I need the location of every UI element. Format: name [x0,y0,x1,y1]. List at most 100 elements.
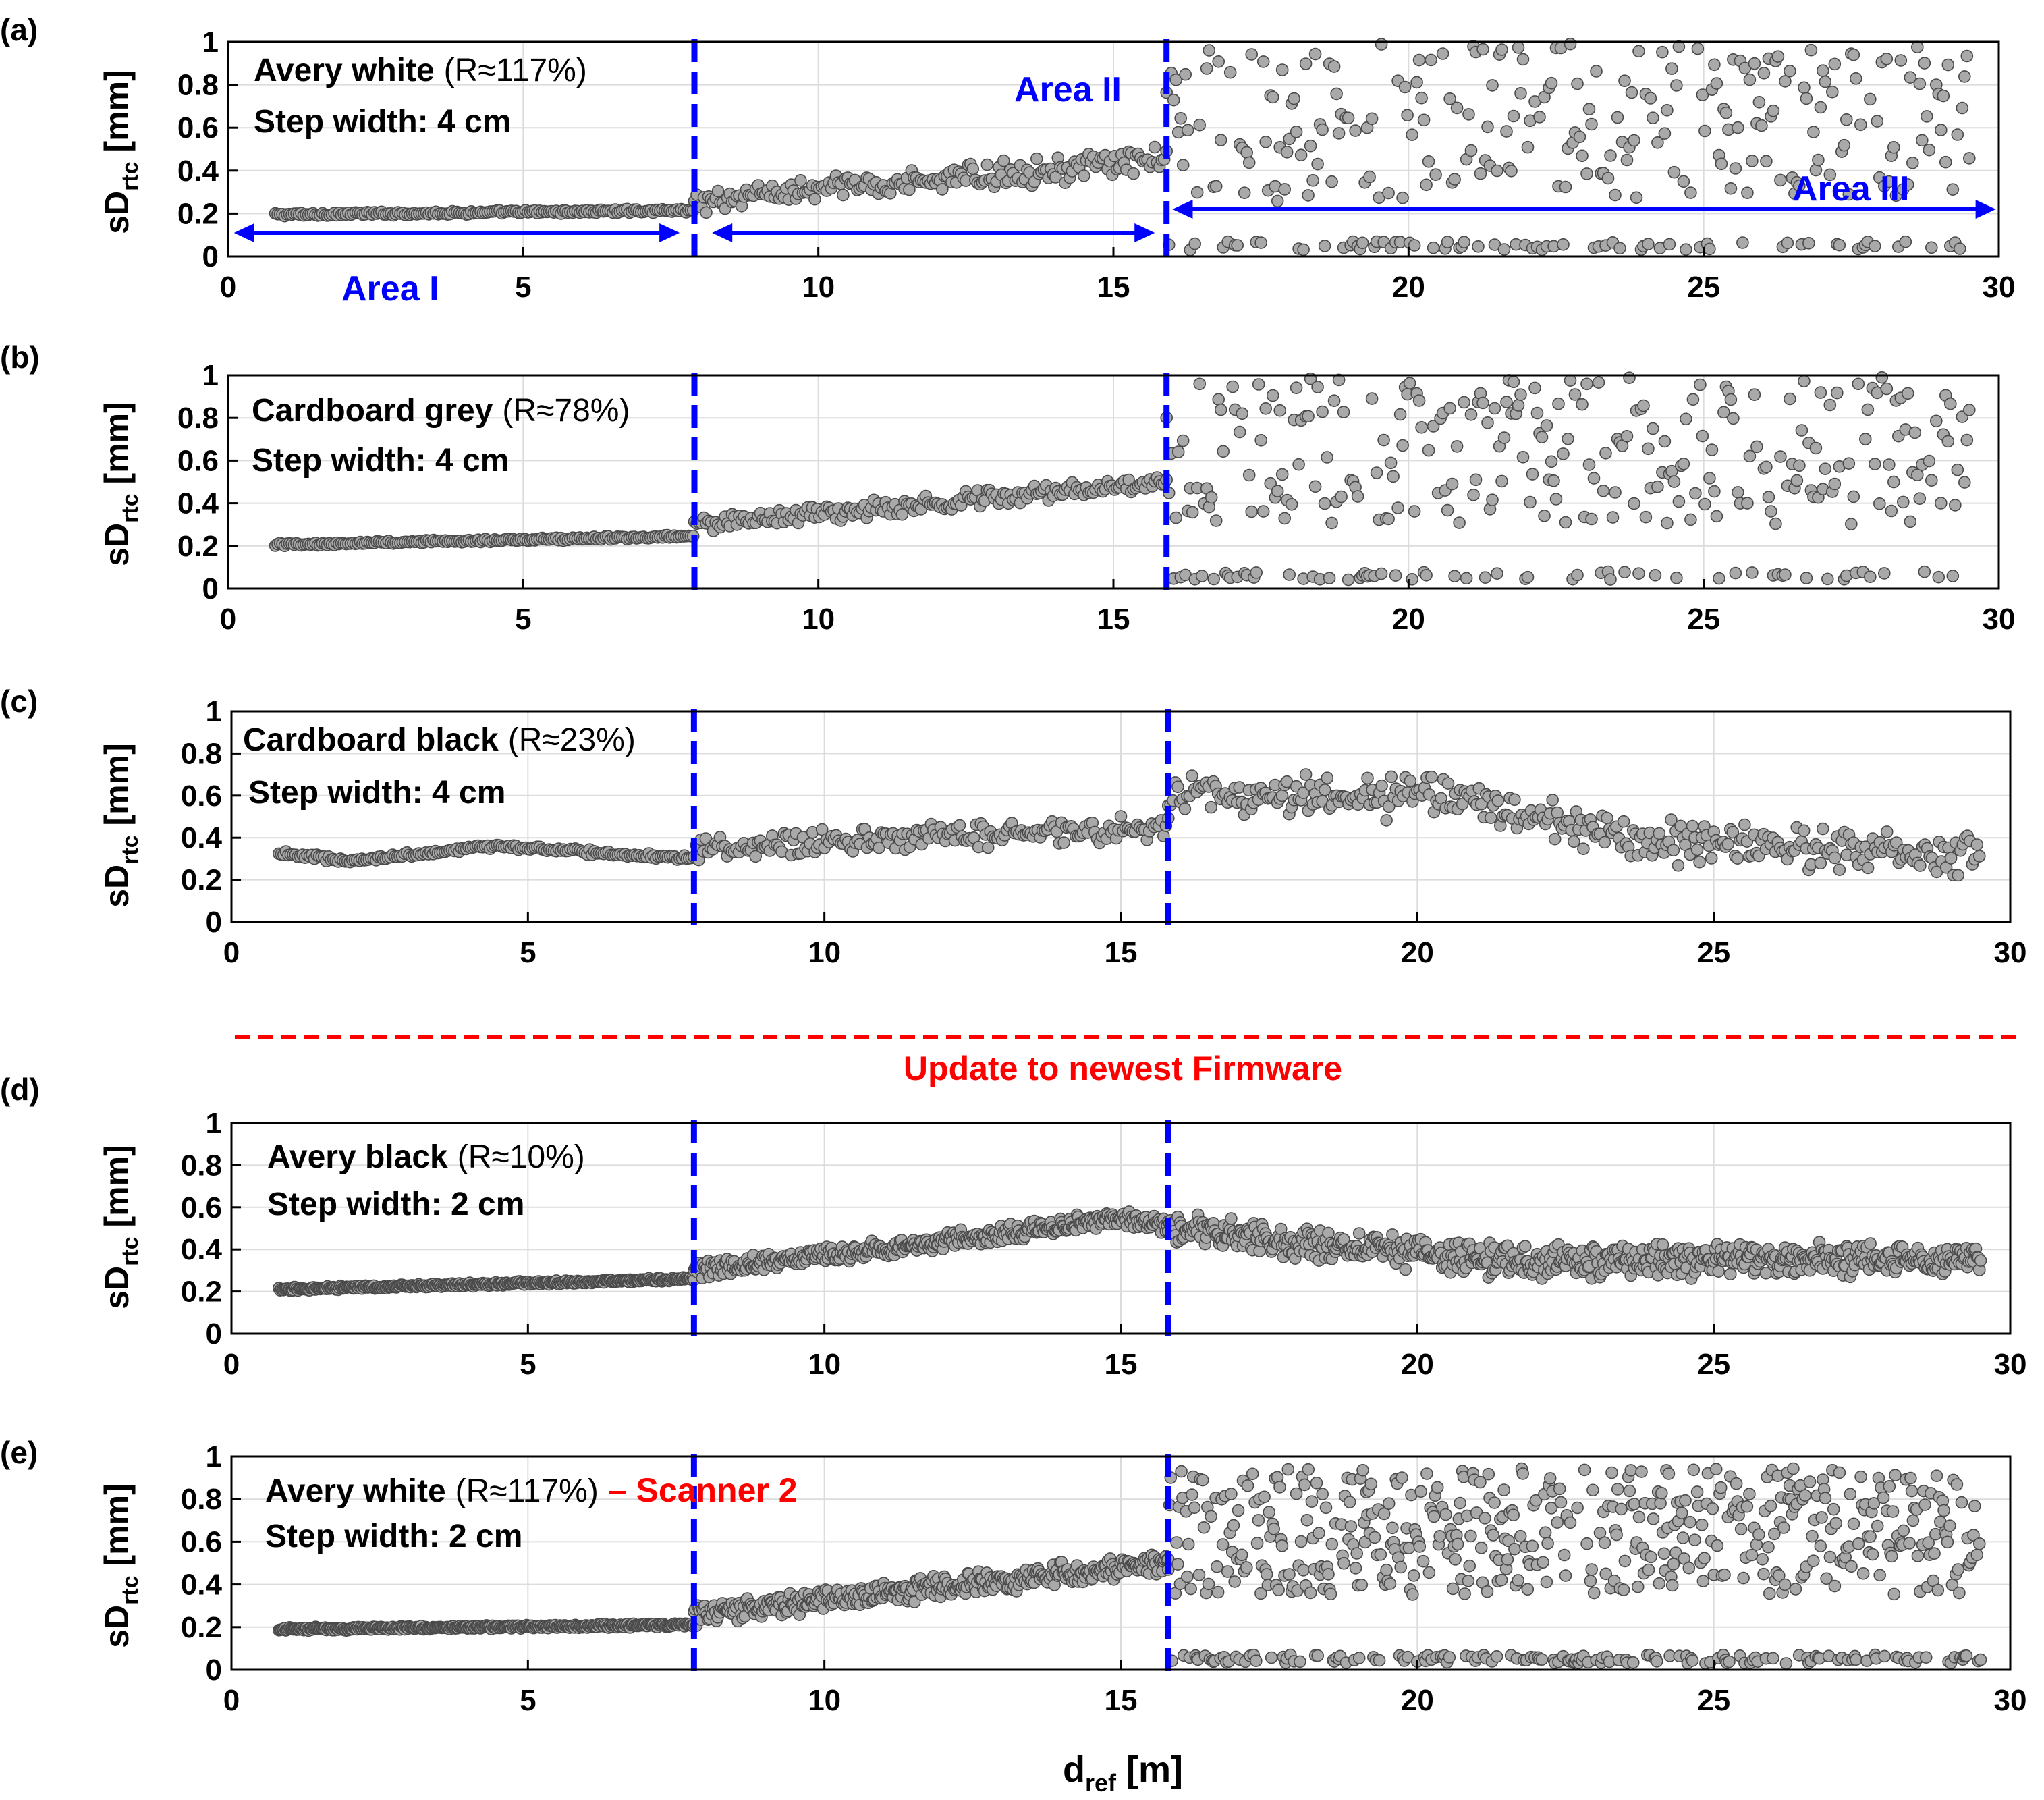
data-point [1330,87,1343,101]
data-point [1205,491,1218,504]
data-point [1458,1587,1471,1600]
data-point [1491,794,1505,807]
y-tick-label: 0 [202,572,219,605]
data-point [1416,1554,1430,1568]
data-point [953,819,966,832]
data-point [1273,1481,1286,1494]
y-tick-label: 0 [202,240,219,273]
x-tick-label: 5 [520,936,536,969]
data-point [1491,164,1503,178]
data-point [1710,510,1723,523]
data-point [1812,153,1825,167]
data-point [1656,1238,1669,1251]
y-tick-label: 0.4 [181,1233,223,1266]
data-point [1663,238,1676,251]
data-point [1869,240,1881,252]
data-point [1680,412,1692,426]
data-point [1311,381,1324,393]
data-point [1259,136,1272,148]
data-point [1479,1512,1491,1525]
y-tick-label: 0.6 [181,1191,222,1224]
data-point [1826,85,1839,99]
data-point [1710,77,1723,90]
data-point [1553,1482,1566,1496]
data-point [1694,378,1707,391]
data-point [1474,167,1487,180]
data-point [1611,111,1624,124]
data-point [1217,445,1230,458]
data-point [1479,571,1492,584]
data-point [1552,397,1565,410]
data-point [1281,1463,1295,1476]
data-point [1365,112,1379,126]
data-point [1373,1654,1386,1667]
data-point [1254,433,1267,447]
data-point [1944,852,1958,865]
data-point [1823,168,1837,182]
data-point [1686,819,1699,833]
data-point [1842,188,1856,201]
data-point [1711,1539,1724,1552]
data-point [1797,824,1811,838]
data-point [1449,1553,1462,1566]
data-point [1443,402,1456,415]
data-point [1305,1495,1319,1508]
data-point [1750,440,1763,454]
data-point [1393,408,1407,421]
data-point [1316,405,1329,418]
data-point [1508,793,1521,807]
data-point [1368,1531,1381,1544]
data-point [1242,156,1256,169]
data-point [1559,1569,1572,1582]
ylabel-c: sDrtc [mm] [98,743,143,908]
data-point [1736,236,1749,249]
x-tick-label: 10 [802,271,835,304]
data-point [1450,101,1464,115]
data-point [1897,495,1910,509]
data-point [1956,101,1969,115]
data-point [1283,1568,1296,1581]
data-point [1916,134,1929,147]
annotation-step-a: Step width: 4 cm [254,104,511,140]
firmware-update-label: Update to newest Firmware [904,1049,1342,1087]
data-point [1443,1651,1456,1664]
data-point [1703,472,1716,485]
data-point [1637,399,1650,412]
data-point [903,183,916,196]
data-point [1200,62,1213,75]
data-point [1642,1563,1655,1577]
data-point [1845,518,1858,530]
data-point [1401,109,1414,121]
data-point [1171,445,1185,458]
annotation-material-c: Cardboard black (R≈23%) [243,722,636,758]
data-point [1784,392,1796,406]
y-tick-label: 0.8 [177,69,219,102]
data-point [1290,381,1303,395]
y-tick-label: 0.2 [177,530,219,563]
data-point [1861,403,1875,416]
data-point [1407,1569,1420,1582]
data-point [1225,1212,1238,1225]
data-point [1743,449,1757,463]
data-point [1427,1510,1441,1523]
data-point [1207,572,1220,586]
data-point [1375,567,1388,580]
data-point [1585,117,1598,131]
data-point [1203,44,1215,57]
data-point [1647,111,1659,124]
data-point [1923,454,1936,468]
data-point [1176,434,1190,447]
data-point [1974,1254,1987,1267]
data-point [1592,376,1605,389]
data-point [1709,1463,1723,1475]
data-point [1446,1582,1460,1596]
data-point [1644,92,1657,105]
data-point [1800,92,1813,105]
data-point [1275,1539,1289,1552]
data-point [1337,1557,1350,1570]
data-point [1500,396,1513,408]
data-point [1482,1467,1495,1481]
x-tick-label: 30 [1983,271,2016,304]
data-point [1703,242,1716,256]
data-point [1587,1586,1601,1600]
